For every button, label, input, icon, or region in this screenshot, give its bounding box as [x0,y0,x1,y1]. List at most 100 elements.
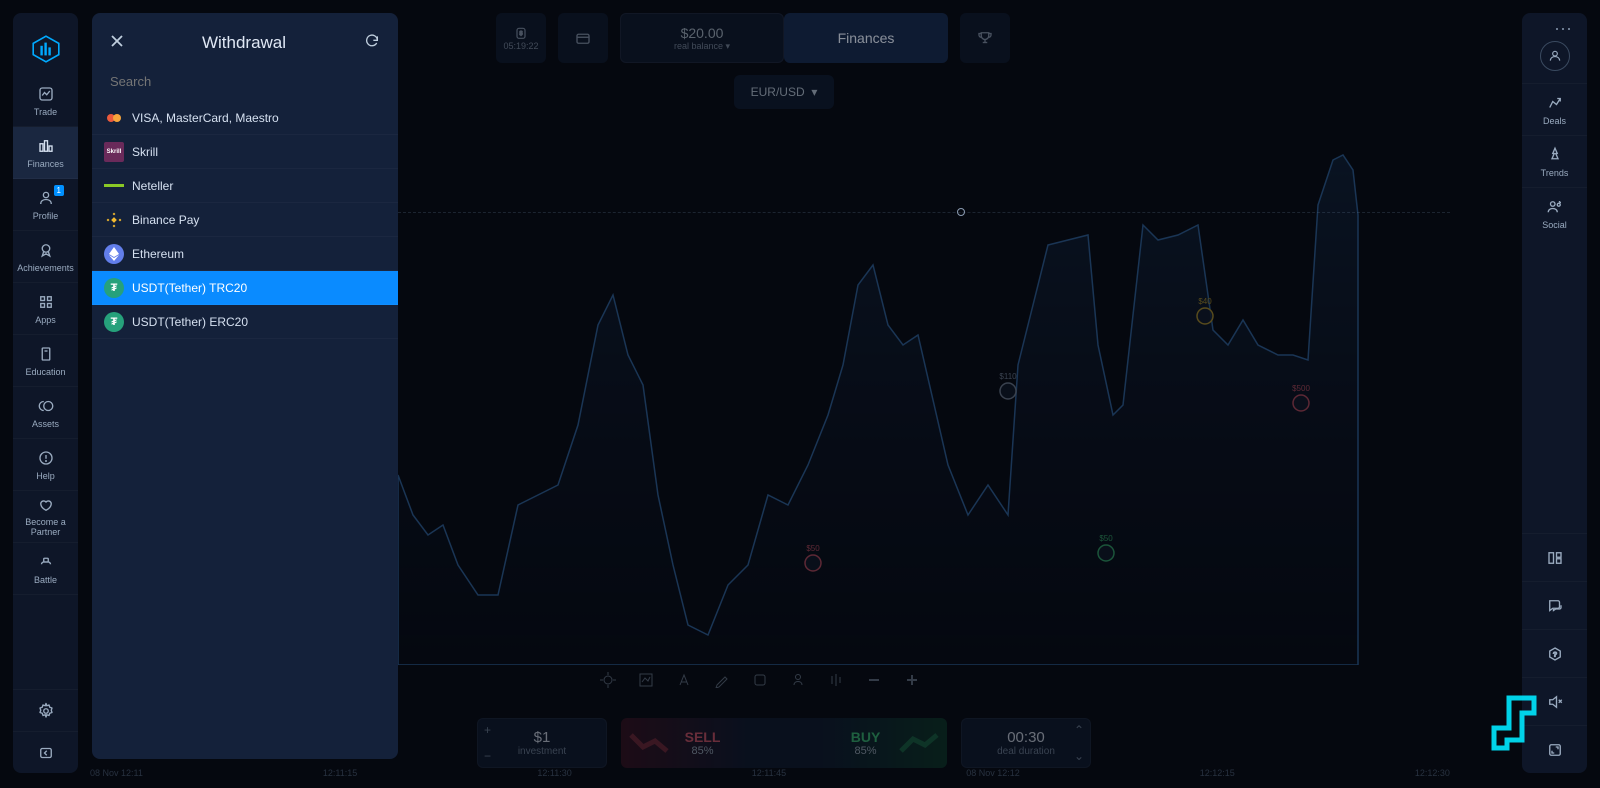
buy-arrow-icon [899,731,939,755]
svg-text:$: $ [520,31,523,37]
help-icon [37,449,55,467]
withdrawal-panel: Withdrawal VISA, MasterCard, MaestroSkri… [92,13,398,759]
mute-icon [1546,693,1564,711]
nav-partner[interactable]: Become a Partner [13,491,78,543]
tool-crosshair[interactable] [600,672,616,688]
duration-input[interactable]: 00:30 deal duration ⌃⌄ [961,718,1091,768]
svg-text:$500: $500 [1292,384,1310,393]
time-tick: 12:11:45 [752,768,786,778]
avatar[interactable] [1540,41,1570,71]
tool-chart-type[interactable] [638,672,654,688]
buy-button[interactable]: BUY 85% [784,718,947,768]
tool-zoom-in[interactable] [904,672,920,688]
right-trends-label: Trends [1541,168,1569,178]
nav-achievements-label: Achievements [17,263,74,273]
right-chat[interactable] [1522,581,1587,629]
svg-text:$50: $50 [1099,534,1113,543]
nav-battle[interactable]: Battle [13,543,78,595]
partner-icon [37,496,55,514]
nav-settings[interactable] [13,689,78,731]
finances-button[interactable]: Finances [784,13,948,63]
method-icon [104,176,124,196]
watermark-logo [1484,688,1544,758]
refresh-icon [364,33,380,49]
search-input[interactable] [110,74,380,89]
method-item[interactable]: Binance Pay [92,203,398,237]
menu-icon [574,29,592,47]
nav-profile[interactable]: 1 Profile [13,179,78,231]
nav-finances[interactable]: Finances [13,127,78,179]
method-label: USDT(Tether) ERC20 [132,315,248,329]
nav-finances-label: Finances [27,159,64,169]
apps-icon [37,293,55,311]
timer-value: 05:19:22 [503,41,538,51]
nav-collapse[interactable] [13,731,78,773]
education-icon [37,345,55,363]
time-tick: 12:11:15 [323,768,357,778]
fullscreen-icon [1546,741,1564,759]
method-icon: ₮ [104,312,124,332]
nav-education[interactable]: Education [13,335,78,387]
method-item[interactable]: ₮ USDT(Tether) ERC20 [92,305,398,339]
timer-icon: $ [513,25,529,41]
timer-pill[interactable]: $ 05:19:22 [496,13,546,63]
tool-text[interactable] [676,672,692,688]
method-item[interactable]: ₮USDT(Tether) TRC20 [92,271,398,305]
panel-title: Withdrawal [202,33,286,53]
tool-draw[interactable] [714,672,730,688]
close-icon [110,34,124,48]
nav-education-label: Education [25,367,65,377]
method-icon [104,210,124,230]
dur-down[interactable]: ⌄ [1074,749,1084,763]
achievements-icon [37,241,55,259]
buy-label: BUY [851,729,881,745]
right-support[interactable]: ? [1522,629,1587,677]
nav-achievements[interactable]: Achievements [13,231,78,283]
tool-signals[interactable] [828,672,844,688]
svg-text:$3: $3 [906,664,915,665]
method-label: Neteller [132,179,173,193]
refresh-button[interactable] [364,33,380,54]
method-item[interactable]: SkrillSkrill [92,135,398,169]
profile-icon [37,189,55,207]
method-item[interactable]: Ethereum [92,237,398,271]
nav-trade[interactable]: Trade [13,75,78,127]
menu-pill[interactable] [558,13,608,63]
sell-button[interactable]: SELL 85% [621,718,784,768]
method-list: VISA, MasterCard, MaestroSkrillSkrill Net… [92,101,398,339]
nav-help-label: Help [36,471,55,481]
tool-zoom-out[interactable] [866,672,882,688]
battle-icon [37,553,55,571]
ellipsis-icon[interactable] [1553,26,1573,32]
method-icon: Skrill [104,142,124,162]
tool-indicator[interactable] [790,672,806,688]
balance-pill[interactable]: $20.00 real balance ▾ [620,13,784,63]
collapse-icon [37,744,55,762]
top-bar: $ 05:19:22 $20.00 real balance ▾ Finance… [398,13,1490,63]
dur-up[interactable]: ⌃ [1074,723,1084,737]
svg-text:$50: $50 [806,544,820,553]
right-trends[interactable]: Trends [1522,135,1587,187]
invest-plus[interactable]: + [484,723,491,737]
trophy-pill[interactable] [960,13,1010,63]
right-panels[interactable] [1522,533,1587,581]
deals-icon [1546,94,1564,112]
sell-arrow-icon [629,731,669,755]
time-tick: 08 Nov 12:11 [90,768,143,778]
nav-apps[interactable]: Apps [13,283,78,335]
tool-shape[interactable] [752,672,768,688]
duration-label: deal duration [997,746,1055,757]
close-button[interactable] [110,34,124,53]
nav-assets[interactable]: Assets [13,387,78,439]
invest-minus[interactable]: − [484,749,491,763]
nav-assets-label: Assets [32,419,59,429]
method-item[interactable]: Neteller [92,169,398,203]
sell-pct: 85% [691,745,713,757]
method-icon [104,108,124,128]
investment-input[interactable]: +− $1 investment [477,718,607,768]
method-item[interactable]: VISA, MasterCard, Maestro [92,101,398,135]
right-social[interactable]: Social [1522,187,1587,239]
right-deals[interactable]: Deals [1522,83,1587,135]
nav-help[interactable]: Help [13,439,78,491]
method-icon: ₮ [104,278,124,298]
